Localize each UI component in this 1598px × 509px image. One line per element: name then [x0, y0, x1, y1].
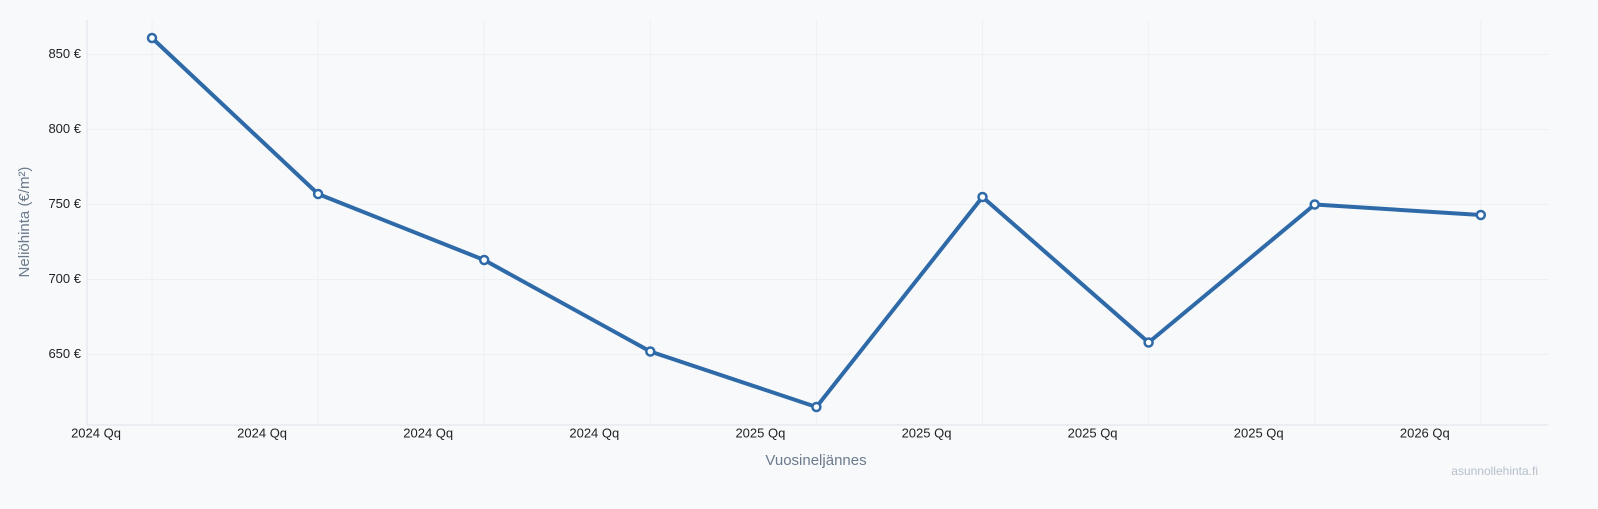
x-tick-label: 2024 Qq [71, 425, 121, 440]
x-tick-label: 2025 Qq [1068, 425, 1118, 440]
x-axis-label: Vuosineljännes [765, 452, 866, 469]
y-tick-label: 750 € [48, 196, 81, 211]
y-tick-label: 850 € [48, 46, 81, 61]
y-tick-label: 700 € [48, 271, 81, 286]
point [811, 401, 822, 413]
point [312, 188, 324, 200]
point [478, 254, 490, 266]
x-tick-label: 2025 Qq [1234, 425, 1284, 440]
point [977, 191, 988, 203]
y-axis-label: Neliöhinta (€/m²) [16, 167, 33, 278]
x-tick-label: 2026 Qq [1400, 425, 1450, 440]
point [1143, 337, 1154, 348]
point [146, 32, 158, 44]
x-tick-label: 2025 Qq [902, 425, 952, 440]
watermark: asunnollehinta.fi [1451, 464, 1538, 478]
point [645, 346, 656, 357]
x-tick-label: 2024 Qq [237, 425, 287, 440]
point [1309, 199, 1320, 210]
x-tick-label: 2024 Qq [569, 425, 619, 440]
x-tick-label: 2024 Qq [403, 425, 453, 440]
y-tick-label: 800 € [48, 121, 81, 136]
y-tick-label: 650 € [48, 346, 81, 361]
x-tick-label: 2025 Qq [735, 425, 785, 440]
point [1475, 209, 1487, 221]
